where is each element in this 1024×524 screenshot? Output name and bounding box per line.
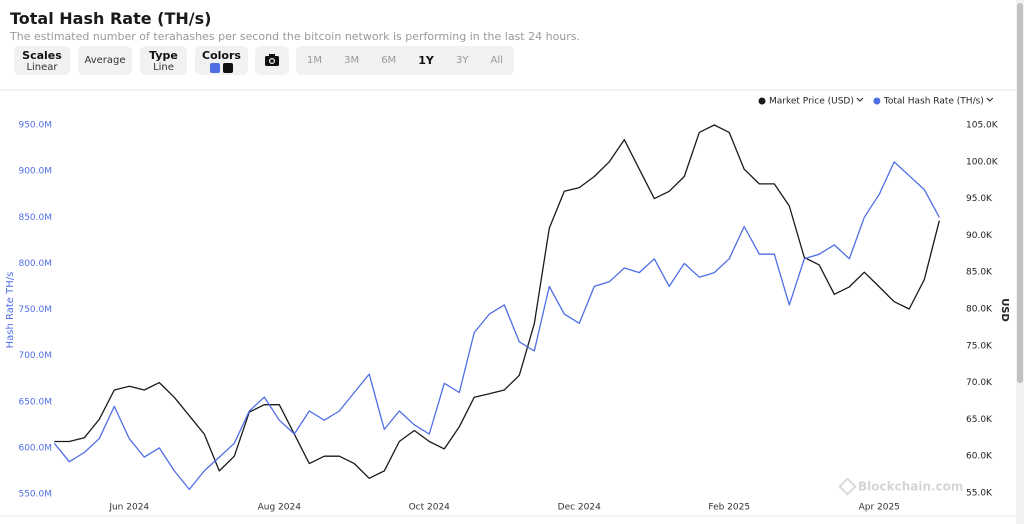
y2-tick-label: 70.0K (966, 378, 993, 388)
page-subtitle: The estimated number of terahashes per s… (10, 30, 581, 43)
y2-tick-label: 60.0K (966, 452, 993, 462)
watermark-text: Blockchain.com (858, 480, 963, 494)
legend-swatch (758, 97, 766, 105)
range-button[interactable]: All (490, 55, 503, 66)
scroll-thumb[interactable] (1017, 3, 1023, 383)
swatch (210, 63, 220, 73)
legend-swatch (873, 97, 881, 105)
average-button[interactable]: Average (78, 46, 132, 75)
y-tick-label: 900.0M (18, 167, 52, 177)
y-tick-label: 700.0M (18, 351, 52, 361)
range-button[interactable]: 1M (307, 55, 323, 66)
x-tick-label: Apr 2025 (859, 503, 900, 513)
y2-tick-label: 55.0K (966, 489, 993, 499)
legend-item[interactable]: Total Hash Rate (TH/s) (873, 97, 994, 107)
y-tick-label: 650.0M (18, 397, 52, 407)
range-selector: 1M 3M 6M 1Y 3Y All (296, 46, 514, 75)
series-line (54, 124, 940, 479)
swatch (223, 63, 233, 73)
legend-chevron (986, 97, 994, 102)
y2-tick-label: 105.0K (966, 121, 999, 131)
range-button[interactable]: 3M (344, 55, 360, 66)
page-title: Total Hash Rate (TH/s) (10, 9, 212, 28)
type-button[interactable]: Type Line (140, 46, 187, 75)
x-tick-label: Feb 2025 (708, 503, 750, 513)
legend-chevron (856, 97, 864, 102)
range-button[interactable]: 6M (381, 55, 397, 66)
watermark: Blockchain.com (838, 477, 963, 496)
y2-tick-label: 80.0K (966, 305, 993, 315)
y2-tick-label: 65.0K (966, 415, 993, 425)
y-tick-label: 600.0M (18, 443, 52, 453)
y2-tick-label: 100.0K (966, 157, 999, 167)
legend-item[interactable]: Market Price (USD) (758, 97, 864, 107)
range-button[interactable]: 3Y (455, 55, 469, 66)
button-label: Average (84, 55, 126, 66)
y2-tick-label: 95.0K (966, 194, 993, 204)
y2-tick-label: 85.0K (966, 268, 993, 278)
y2-tick-label: 75.0K (966, 341, 993, 351)
legend-label: Total Hash Rate (TH/s) (883, 97, 984, 107)
camera-button[interactable] (255, 46, 289, 75)
color-swatches (195, 63, 248, 73)
series-line (53, 161, 940, 491)
y-tick-label: 550.0M (18, 490, 52, 500)
y2-tick-label: 90.0K (966, 231, 993, 241)
y-axis-title: Hash Rate TH/s (5, 272, 16, 349)
x-tick-label: Jun 2024 (108, 503, 149, 513)
x-tick-label: Oct 2024 (409, 503, 451, 513)
camera-icon (265, 54, 279, 66)
button-label: Type (149, 49, 178, 62)
button-label: Colors (202, 49, 241, 62)
y-tick-label: 750.0M (18, 305, 52, 315)
scrollbar[interactable] (1016, 0, 1024, 524)
colors-button[interactable]: Colors (195, 46, 248, 75)
legend-label: Market Price (USD) (769, 97, 854, 107)
range-button[interactable]: 1Y (418, 54, 434, 67)
button-value: Linear (26, 62, 58, 73)
x-tick-label: Aug 2024 (258, 503, 302, 513)
y-tick-label: 950.0M (18, 121, 52, 131)
button-label: Scales (22, 49, 62, 62)
y2-axis-title: USD (999, 298, 1010, 322)
x-tick-label: Dec 2024 (558, 503, 601, 513)
scales-button[interactable]: Scales Linear (14, 46, 70, 75)
y-tick-label: 800.0M (18, 259, 52, 269)
button-value: Line (153, 62, 174, 73)
y-tick-label: 850.0M (18, 213, 52, 223)
